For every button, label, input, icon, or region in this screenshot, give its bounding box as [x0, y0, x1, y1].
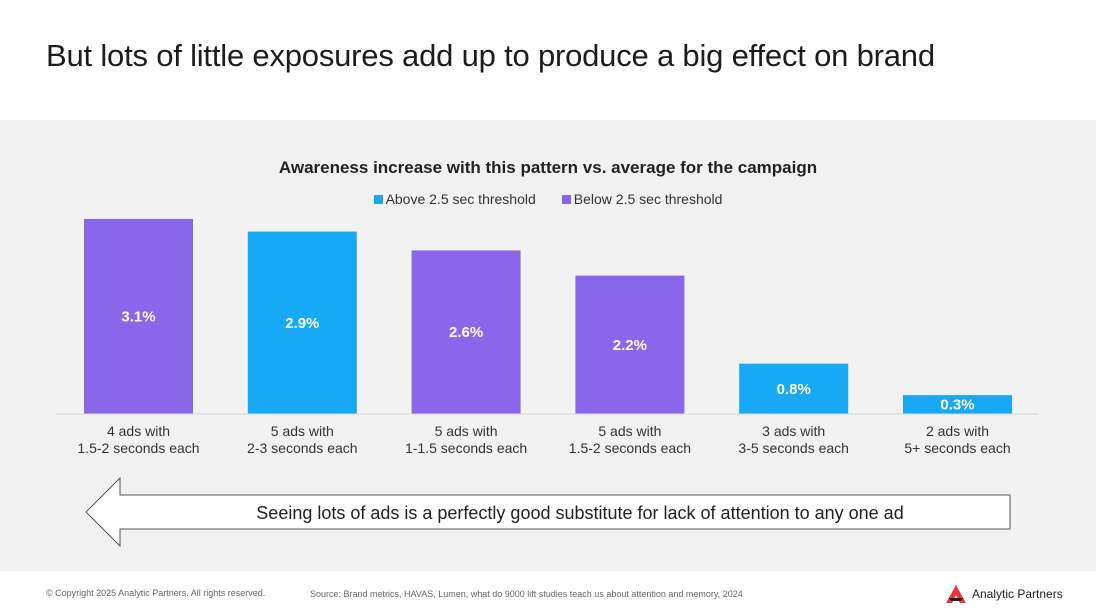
brand-logo: Analytic Partners: [946, 585, 1063, 603]
category-label-3-line-1: 5 ads with: [435, 423, 498, 439]
slide-title: But lots of little exposures add up to p…: [46, 38, 935, 73]
legend-swatch-below: [561, 194, 571, 204]
category-label-1-line-2: 1.5-2 seconds each: [77, 440, 199, 456]
bar-6: [903, 395, 1012, 414]
bar-value-label-4: 2.2%: [613, 337, 647, 354]
bar-3: [411, 250, 521, 414]
bar-value-label-1: 3.1%: [121, 309, 155, 326]
bar-4: [575, 275, 685, 414]
bar-1: [84, 219, 193, 414]
chart-title: Awareness increase with this pattern vs.…: [278, 158, 818, 177]
legend-label-below: Below 2.5 sec threshold: [573, 191, 723, 207]
legend-item-above: Above 2.5 sec threshold: [373, 191, 536, 207]
category-label-6-line-1: 2 ads with: [926, 423, 989, 439]
category-label-3-line-2: 1-1.5 seconds each: [405, 440, 527, 456]
left-arrow-callout-shape: [85, 476, 1011, 548]
category-label-2-line-2: 2-3 seconds each: [247, 440, 358, 456]
category-label-4-line-1: 5 ads with: [598, 423, 661, 439]
category-label-5-line-1: 3 ads with: [762, 423, 825, 439]
callout-text: Seeing lots of ads is a perfectly good s…: [256, 503, 904, 523]
bar-value-label-6: 0.3%: [940, 397, 974, 414]
legend-item-below: Below 2.5 sec threshold: [561, 191, 723, 207]
category-label-5-line-2: 3-5 seconds each: [738, 440, 849, 456]
footer-source: Source: Brand metrics, HAVAS, Lumen, wha…: [310, 589, 743, 599]
category-label-4-line-2: 1.5-2 seconds each: [569, 440, 691, 456]
bar-value-label-3: 2.6%: [449, 324, 483, 341]
category-label-2-line-1: 5 ads with: [271, 423, 334, 439]
brand-name: Analytic Partners: [972, 587, 1063, 601]
bars-layer: [84, 219, 1012, 414]
bar-5: [739, 363, 849, 414]
footer-copyright: © Copyright 2025 Analytic Partners. All …: [46, 588, 266, 598]
category-label-1-line-1: 4 ads with: [107, 423, 170, 439]
bar-2: [247, 231, 357, 414]
bar-value-label-5: 0.8%: [777, 381, 811, 398]
category-label-6-line-2: 5+ seconds each: [904, 440, 1010, 456]
bar-value-label-2: 2.9%: [285, 315, 319, 332]
chart-legend: Above 2.5 sec threshold Below 2.5 sec th…: [0, 191, 1096, 207]
legend-label-above: Above 2.5 sec threshold: [385, 191, 536, 207]
analytic-partners-logo-icon: [946, 585, 966, 603]
legend-swatch-above: [373, 194, 383, 204]
